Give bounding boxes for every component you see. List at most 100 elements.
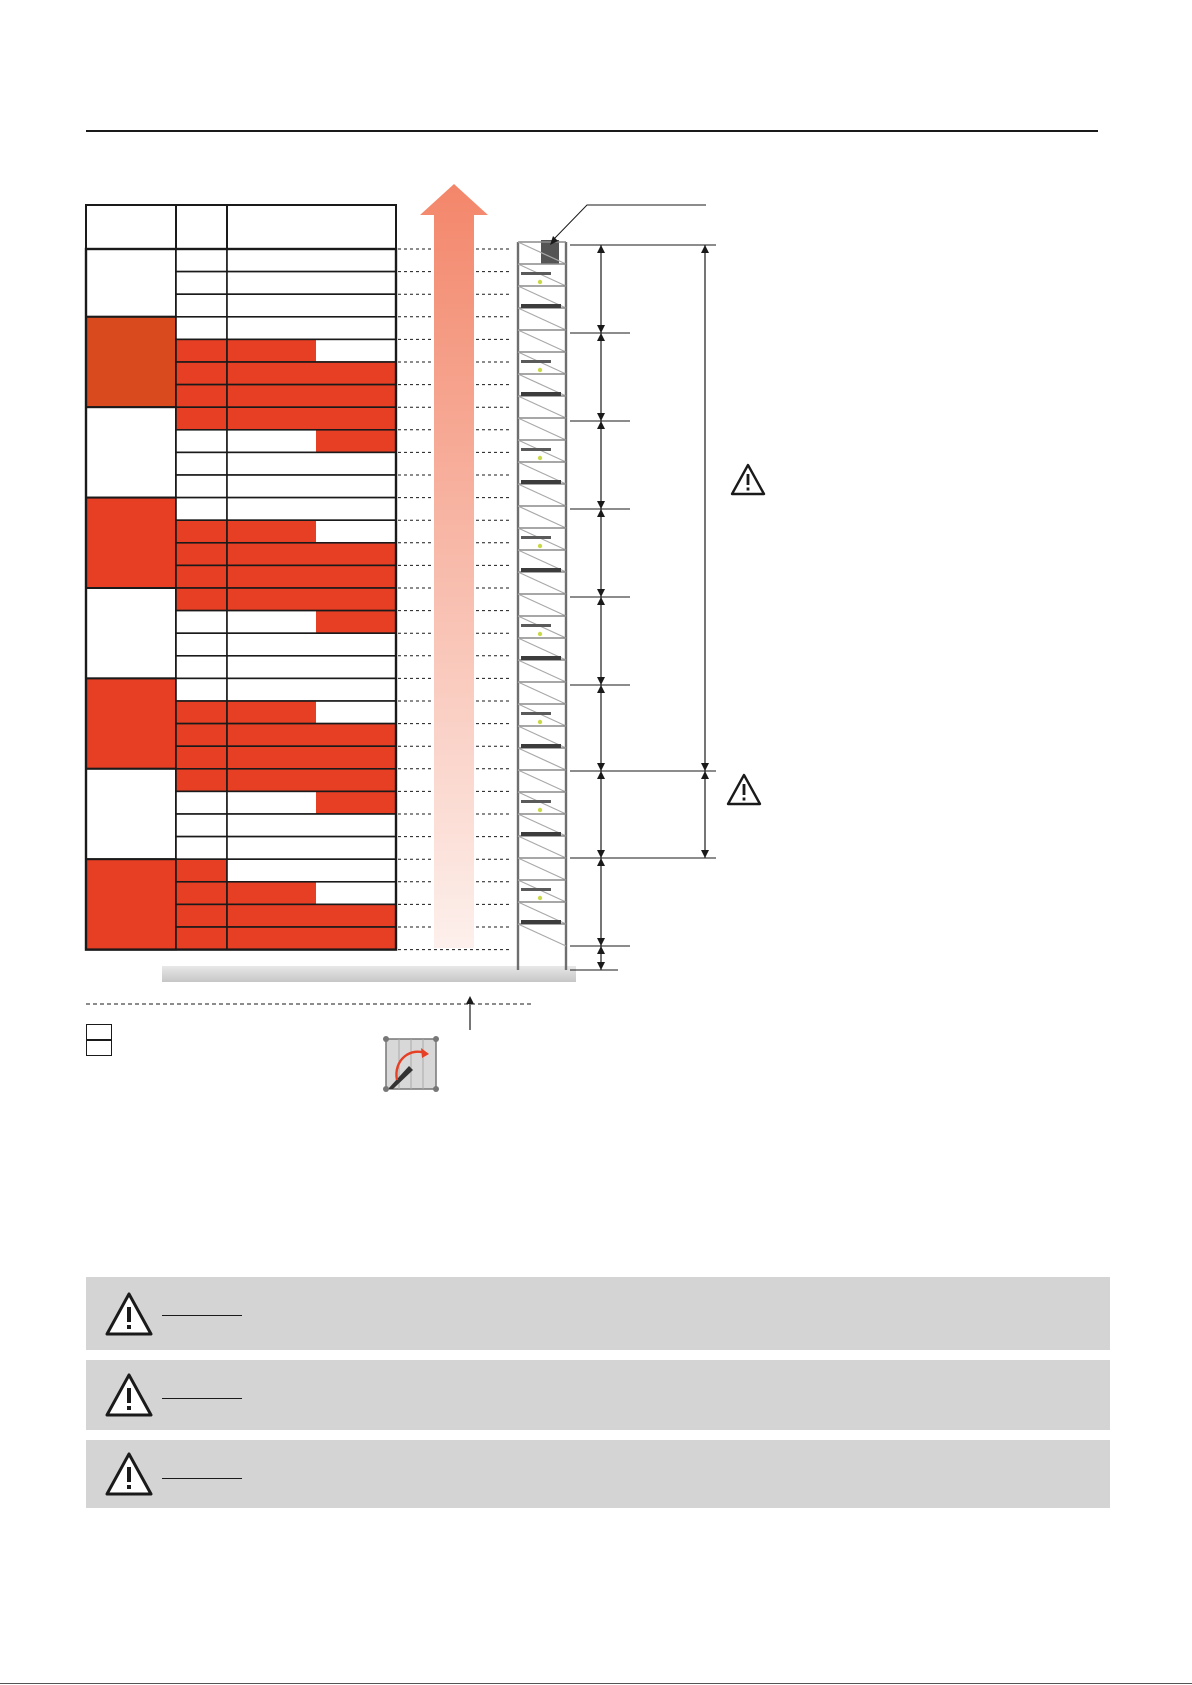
table-level-cell xyxy=(175,835,228,860)
scaffold-brace xyxy=(517,483,567,507)
warning-triangle-icon xyxy=(105,1292,153,1336)
bay-dimension-head xyxy=(597,509,605,517)
bottom-rule xyxy=(0,1683,1192,1684)
table-bar-fill xyxy=(227,271,396,295)
scaffold-brace xyxy=(517,395,567,419)
table-level-cell xyxy=(175,293,228,318)
scaffold-platform xyxy=(521,304,561,308)
table-level-cell xyxy=(175,361,228,386)
table-outline xyxy=(84,247,398,951)
scaffold-connector xyxy=(537,895,543,901)
table-level-cell xyxy=(175,813,228,838)
table-level-cell xyxy=(175,248,228,273)
ground-slab xyxy=(162,966,576,982)
table-header xyxy=(85,204,397,250)
scaffold-platform xyxy=(521,656,561,660)
table-level-cell xyxy=(175,428,228,454)
table-level-cell xyxy=(175,903,228,928)
table-bar-empty xyxy=(227,429,316,453)
table-level-cell xyxy=(175,496,228,522)
warning-panel xyxy=(86,1440,1110,1508)
scaffold-brace xyxy=(517,835,567,859)
scaffold-platform xyxy=(521,568,561,572)
bay-dimension-head xyxy=(597,413,605,421)
table-level-cell xyxy=(175,406,228,431)
table-group-cell xyxy=(85,858,177,951)
base-dimension-head xyxy=(597,946,605,954)
table-level-cell xyxy=(175,451,228,476)
lower-dimension-head xyxy=(701,771,709,779)
table-bar-fill xyxy=(227,452,396,475)
scaffold-connector xyxy=(537,631,543,637)
scaffold-platform xyxy=(521,744,561,748)
table-level-cell xyxy=(175,654,228,680)
table-level-cell xyxy=(175,519,228,544)
legend-swatch xyxy=(86,1024,112,1040)
table-bar-fill xyxy=(227,497,396,521)
table-bar-fill xyxy=(227,723,396,747)
scaffold-connector xyxy=(537,367,543,373)
table-level-cell xyxy=(175,722,228,747)
table-group-cell xyxy=(85,248,177,318)
warning-title xyxy=(162,1460,242,1479)
table-group-cell xyxy=(85,587,177,680)
bay-dimension-head xyxy=(597,763,605,771)
table-level-cell xyxy=(175,790,228,815)
table-level-cell xyxy=(175,383,228,409)
table-bar-fill xyxy=(316,791,396,814)
table-group-cell xyxy=(85,767,177,861)
table-level-cell xyxy=(175,609,228,634)
configuration-table xyxy=(84,204,398,951)
table-bar-empty xyxy=(227,791,316,814)
bay-dimension-head xyxy=(597,325,605,333)
overall-dimension-head xyxy=(701,245,709,253)
table-bar-fill xyxy=(227,701,316,724)
table-level-cell xyxy=(175,880,228,906)
legend-swatch xyxy=(86,1040,112,1056)
table-bar-fill xyxy=(227,678,396,701)
table-bar-fill xyxy=(227,655,396,679)
table-bar-empty xyxy=(316,701,396,724)
table-group-cell xyxy=(85,315,177,409)
table-bar-fill xyxy=(227,316,396,340)
table-bar-fill xyxy=(227,475,396,498)
bay-dimension-head xyxy=(597,771,605,779)
table-level-cell xyxy=(175,745,228,770)
scaffold-top-block xyxy=(541,240,559,264)
rotate-arrow-icon xyxy=(383,1036,439,1092)
warning-triangle-icon xyxy=(105,1452,153,1496)
table-bar-fill xyxy=(227,362,396,385)
scaffold-platform xyxy=(521,832,561,836)
table-level-cell xyxy=(175,858,228,883)
table-level-cell xyxy=(175,338,228,363)
dimension-lines xyxy=(570,244,716,971)
table-bar-fill xyxy=(227,814,396,837)
scaffold-brace xyxy=(517,659,567,683)
table-group-cell xyxy=(85,496,177,590)
scaffold-connector xyxy=(537,719,543,725)
scaffold-tower xyxy=(516,240,568,970)
top-rule xyxy=(86,130,1098,132)
overall-dimension-head xyxy=(701,763,709,771)
table-bar-fill xyxy=(227,746,396,769)
table-bar-fill xyxy=(227,904,396,927)
warning-triangle-icon xyxy=(726,773,762,806)
scaffold-step xyxy=(521,448,551,451)
scaffold-brace xyxy=(517,593,567,617)
bay-dimension-head xyxy=(597,245,605,253)
table-level-cell xyxy=(175,677,228,702)
scaffold-platform xyxy=(521,480,561,484)
ground-height-arrowhead xyxy=(466,996,474,1004)
table-bar-fill xyxy=(227,407,396,430)
table-bar-fill xyxy=(227,633,396,656)
height-arrow xyxy=(420,184,488,948)
bay-dimension-head xyxy=(597,938,605,946)
scaffold-brace xyxy=(517,747,567,771)
scaffold-step xyxy=(521,888,551,891)
scaffold-platform xyxy=(521,392,561,396)
table-bar-fill xyxy=(227,768,396,792)
scaffold-brace xyxy=(517,417,567,441)
lower-dimension-head xyxy=(701,850,709,858)
table-bar-empty xyxy=(316,881,396,905)
